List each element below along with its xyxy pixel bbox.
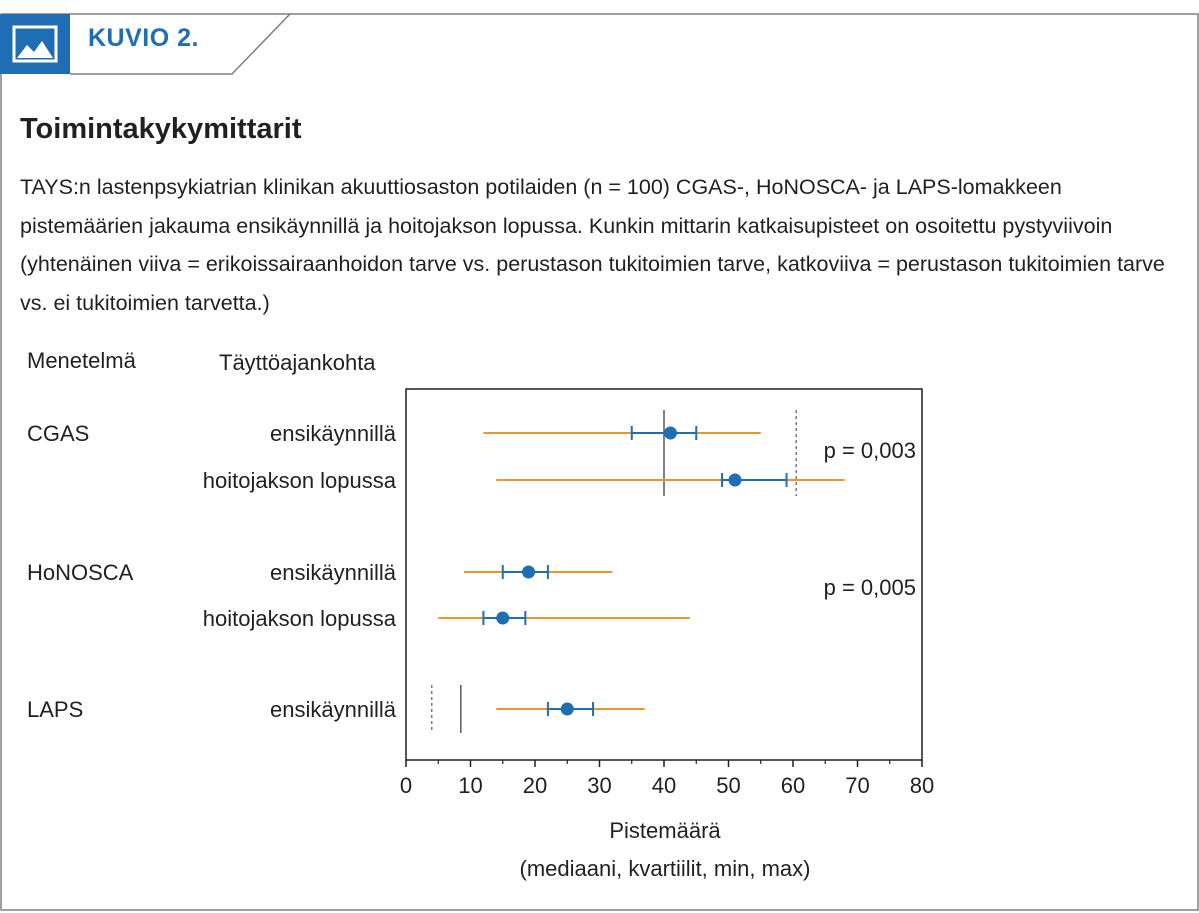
median-point bbox=[728, 473, 742, 487]
row-time-label: ensikäynnillä bbox=[270, 697, 397, 722]
x-tick-label: 40 bbox=[652, 773, 676, 798]
row-method-label: CGAS bbox=[27, 421, 89, 446]
figure-title: Toimintakykymittarit bbox=[20, 113, 302, 145]
x-tick-label: 70 bbox=[845, 773, 869, 798]
x-tick-label: 80 bbox=[910, 773, 934, 798]
x-tick-label: 10 bbox=[458, 773, 482, 798]
x-axis-label: Pistemäärä bbox=[609, 818, 721, 843]
median-point bbox=[522, 565, 536, 579]
forest-plot: Menetelmä Täyttöajankohta CGAS ensikäynnill… bbox=[27, 348, 934, 881]
column-header-time: Täyttöajankohta bbox=[219, 350, 376, 375]
median-point bbox=[560, 702, 574, 716]
figure-label: KUVIO 2. bbox=[88, 24, 199, 52]
x-tick-label: 30 bbox=[587, 773, 611, 798]
row-time-label: hoitojakson lopussa bbox=[203, 606, 397, 631]
p-value-annotation: p = 0,003 bbox=[824, 438, 916, 463]
x-axis-sublabel: (mediaani, kvartiilit, min, max) bbox=[520, 856, 811, 881]
x-tick-label: 60 bbox=[781, 773, 805, 798]
row-time-label: ensikäynnillä bbox=[270, 560, 397, 585]
x-tick-label: 50 bbox=[716, 773, 740, 798]
median-point bbox=[496, 611, 510, 625]
image-icon bbox=[0, 14, 70, 74]
figure-caption: TAYS:n lastenpsykiatrian klinikan akuutt… bbox=[20, 175, 1165, 315]
median-point bbox=[663, 426, 677, 440]
x-tick-label: 0 bbox=[400, 773, 412, 798]
x-tick-label: 20 bbox=[523, 773, 547, 798]
row-time-label: hoitojakson lopussa bbox=[203, 468, 397, 493]
row-method-label: LAPS bbox=[27, 697, 83, 722]
row-method-label: HoNOSCA bbox=[27, 560, 134, 585]
row-time-label: ensikäynnillä bbox=[270, 421, 397, 446]
p-value-annotation: p = 0,005 bbox=[824, 575, 916, 600]
column-header-method: Menetelmä bbox=[27, 348, 137, 373]
